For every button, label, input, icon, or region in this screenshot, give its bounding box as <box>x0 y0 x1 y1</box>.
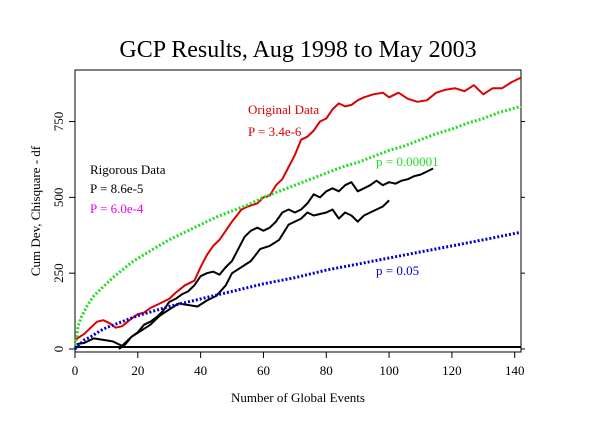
x-axis-label: Number of Global Events <box>231 390 365 405</box>
y-tick-label: 750 <box>51 112 66 132</box>
series-line-p00001 <box>73 104 522 350</box>
x-tick-label: 40 <box>194 363 207 378</box>
rigorous-p-value-magenta: P = 6.0e-4 <box>90 201 144 216</box>
y-tick-label: 500 <box>51 188 66 208</box>
x-tick-label: 20 <box>131 363 144 378</box>
x-tick-label: 0 <box>72 363 79 378</box>
y-axis: 0 250 500 750 <box>51 112 525 352</box>
p-05-label: p = 0.05 <box>376 263 419 278</box>
x-tick-label: 120 <box>442 363 462 378</box>
x-axis: 0 20 40 60 80 100 120 140 <box>72 352 525 378</box>
chart-title: GCP Results, Aug 1998 to May 2003 <box>119 37 476 63</box>
rigorous-p-value: P = 8.6e-5 <box>90 181 143 196</box>
series-line-magenta <box>74 199 390 347</box>
y-axis-label: Cum Dev, Chisquare - df <box>28 145 43 276</box>
original-data-label: Original Data <box>248 102 319 117</box>
x-tick-label: 140 <box>505 363 525 378</box>
p-00001-label: p = 0.00001 <box>376 154 439 169</box>
y-tick-label: 250 <box>51 263 66 283</box>
rigorous-data-label: Rigorous Data <box>90 162 166 177</box>
series-line-p05 <box>73 230 522 351</box>
plot-frame <box>74 69 522 353</box>
y-tick-label: 0 <box>51 346 66 353</box>
series-layer <box>73 76 522 351</box>
x-tick-label: 80 <box>320 363 333 378</box>
x-tick-label: 100 <box>379 363 399 378</box>
series-line-rigorous <box>118 167 434 350</box>
x-tick-label: 60 <box>257 363 270 378</box>
original-p-value: P = 3.4e-6 <box>248 124 302 139</box>
